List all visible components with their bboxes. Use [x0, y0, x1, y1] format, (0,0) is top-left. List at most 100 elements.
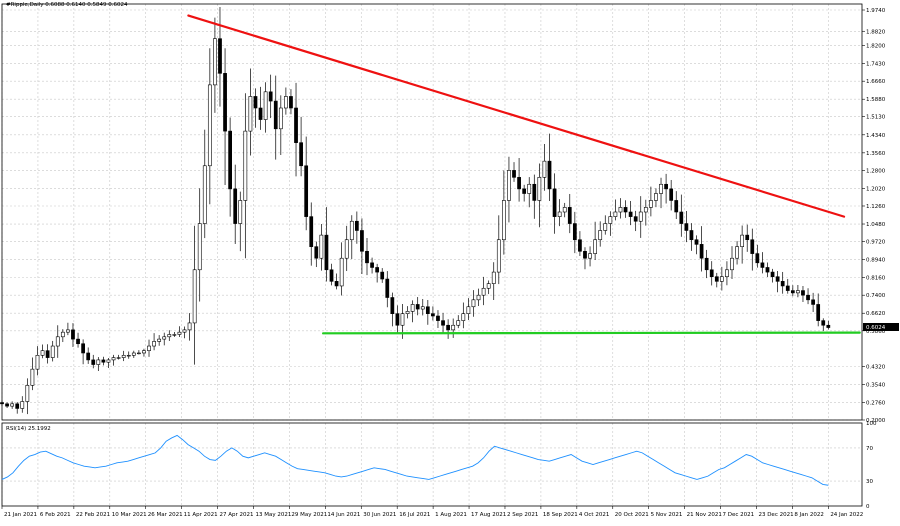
candle-body-up: [451, 324, 456, 331]
candle: [91, 354, 96, 369]
candle-body-down: [750, 239, 755, 254]
candle-body-up: [202, 165, 207, 224]
time-tick-label: 30 Jun 2021: [363, 512, 396, 518]
candle-body-up: [126, 354, 131, 357]
candle: [410, 300, 415, 323]
candle: [694, 235, 699, 255]
candle: [289, 89, 293, 115]
candle: [385, 271, 390, 308]
candle-body-down: [745, 234, 750, 241]
candle-body-down: [674, 200, 679, 213]
candle-body-down: [785, 285, 790, 291]
candle-body-up: [608, 216, 613, 224]
candle-body-down: [826, 324, 831, 328]
candle-body-down: [664, 183, 668, 190]
candle-body-down: [775, 276, 780, 282]
candle: [425, 299, 430, 325]
rsi-tick-label: 100: [866, 421, 877, 427]
candle-body-up: [213, 38, 217, 86]
candle-body-down: [567, 207, 572, 224]
price-tick-label: 0.2000: [866, 418, 886, 424]
candle-body-up: [137, 352, 141, 355]
candle-body-down: [780, 281, 785, 287]
rsi-tick-label: 0: [866, 504, 870, 510]
candle: [633, 210, 638, 232]
candle-body-down: [268, 91, 273, 102]
candle-body-down: [552, 188, 557, 217]
candle-body-up: [537, 177, 542, 201]
time-tick-label: 18 Sep 2021: [543, 512, 578, 518]
price-tick-label: 1.2800: [866, 168, 886, 174]
candle: [50, 340, 55, 362]
candle-body-up: [588, 253, 592, 259]
candle-body-down: [583, 250, 587, 259]
candle: [101, 356, 106, 366]
candle-body-down: [385, 278, 390, 298]
candle-body-up: [182, 329, 187, 333]
candle-body-up: [162, 336, 167, 340]
candle-body-up: [284, 96, 288, 109]
candle-body-down: [294, 107, 298, 143]
time-tick-label: 10 Mar 2021: [112, 512, 147, 518]
price-tick-label: 0.8160: [866, 276, 886, 282]
candle-body-up: [471, 299, 476, 308]
candle-body-up: [476, 294, 481, 301]
candle-body-down: [101, 359, 106, 363]
candle: [547, 133, 552, 202]
candle: [628, 200, 633, 226]
candle-body-down: [218, 38, 222, 74]
candle: [273, 75, 278, 160]
candle: [35, 346, 40, 376]
candle: [780, 271, 785, 294]
candle: [775, 271, 780, 293]
candle-body-down: [572, 223, 577, 241]
time-tick-label: 24 Jan 2022: [830, 512, 863, 518]
price-tick-label: 0.6620: [866, 311, 886, 317]
candle-body-down: [578, 239, 582, 252]
candle-body-up: [496, 239, 501, 273]
price-axis: 1.9740 1.8820 1.8200 1.7430 1.6660 1.5880 1.51…: [862, 8, 886, 424]
candle: [319, 223, 324, 271]
candle: [593, 221, 597, 261]
candle: [71, 323, 75, 348]
candle-body-down: [395, 313, 400, 326]
candle-body-up: [654, 193, 658, 201]
candle: [689, 223, 694, 251]
candle-body-up: [725, 269, 729, 278]
candle-body-up: [638, 211, 643, 222]
candle: [491, 262, 496, 301]
time-tick-label: 1 Aug 2021: [435, 512, 467, 518]
price-tick-label: 1.3560: [866, 151, 886, 157]
candle-body-down: [770, 271, 775, 278]
candle-body-up: [344, 239, 349, 259]
candle: [162, 332, 167, 346]
candle: [60, 329, 65, 343]
candle-body-up: [410, 304, 415, 312]
candle: [213, 17, 217, 113]
candle: [395, 305, 400, 333]
candle: [86, 347, 91, 364]
candle: [96, 357, 101, 371]
candle: [461, 302, 466, 329]
candle: [719, 266, 724, 291]
candle: [669, 179, 674, 211]
candle: [344, 225, 349, 272]
candle-body-up: [50, 345, 55, 358]
time-tick-label: 7 Dec 2021: [723, 512, 755, 518]
candle-body-up: [263, 91, 268, 120]
candle-body-up: [466, 306, 471, 314]
candle: [502, 170, 506, 255]
candle: [187, 313, 192, 341]
candle-body-down: [522, 188, 527, 194]
candle-body-up: [618, 207, 623, 213]
candle: [420, 298, 425, 316]
candle-body-down: [699, 244, 704, 259]
candle-body-up: [420, 306, 425, 310]
candle: [354, 211, 359, 244]
candle: [360, 218, 364, 275]
candle-body-up: [121, 354, 126, 358]
candle: [638, 196, 643, 238]
candle-body-down: [431, 313, 435, 317]
